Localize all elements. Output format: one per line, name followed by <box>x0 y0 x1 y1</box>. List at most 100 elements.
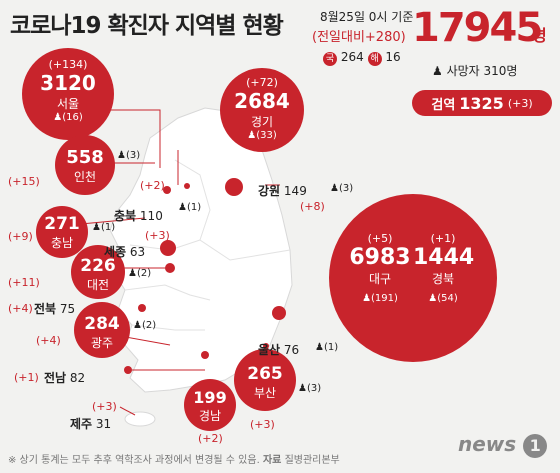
daegu-deaths: (191) <box>371 293 398 304</box>
overseas-value: 16 <box>385 50 401 64</box>
gyeonggi-name: 경기 <box>250 115 274 129</box>
domestic-overseas: 국 264 해 16 <box>323 50 401 66</box>
incheon-count: 558 <box>66 147 104 168</box>
region-bubbles <box>22 48 497 431</box>
person-icon: ♟ <box>362 293 372 304</box>
gangwon-deaths: (3) <box>338 183 354 194</box>
ulsan-deaths-row: ♟(1) <box>315 342 338 353</box>
jeju-label: 제주 31 <box>70 415 111 432</box>
chungnam-deaths: (1) <box>100 222 116 233</box>
gwangju-bubble: 284 광주 <box>78 314 126 351</box>
gyeonggi-count: 2684 <box>234 89 290 113</box>
chungnam-bubble: 271 충남 <box>40 214 84 251</box>
person-icon: ♟ <box>298 383 307 394</box>
busan-count: 265 <box>247 364 283 384</box>
gyeonggi-bubble: (+72) 2684 경기 ♟(33) <box>225 76 299 141</box>
chungbuk-deaths-row: ♟(1) <box>178 202 201 213</box>
person-icon: ♟ <box>330 183 339 194</box>
jeonnam-name: 전남 <box>44 371 67 385</box>
incheon-name: 인천 <box>73 170 97 184</box>
gyeongbuk-change: (+1) <box>430 232 456 245</box>
jeonbuk-name: 전북 <box>34 302 57 316</box>
domestic-chip: 국 <box>323 52 337 66</box>
logo-text: news <box>458 432 517 456</box>
daejeon-bubble: 226 대전 <box>74 256 122 293</box>
gwangju-change: (+4) <box>36 334 61 347</box>
quarantine-change: (+3) <box>507 96 533 110</box>
busan-change: (+3) <box>250 418 275 431</box>
gyeongbuk-bubble: (+1) 1444 경북 ♟(54) <box>413 232 475 304</box>
footer-source-label: 자료 <box>262 455 282 466</box>
jeonbuk-label: 전북 75 <box>34 300 75 317</box>
sejong-name: 세종 <box>104 245 127 259</box>
overseas-chip: 해 <box>367 52 382 66</box>
person-icon: ♟ <box>432 64 443 78</box>
seoul-deaths: (16) <box>62 112 83 123</box>
person-icon: ♟ <box>53 112 63 123</box>
gyeongnam-name: 경남 <box>198 409 222 423</box>
total-unit: 명 <box>532 26 547 45</box>
daily-change: (전일대비+280) <box>312 30 406 45</box>
ulsan-label: 울산 76 <box>258 341 299 358</box>
daejeon-deaths-row: ♟(2) <box>128 268 151 279</box>
gwangju-deaths: (2) <box>141 320 157 331</box>
person-icon: ♟ <box>133 320 142 331</box>
quarantine-value: 1325 <box>459 93 504 113</box>
ulsan-name: 울산 <box>258 343 281 357</box>
jeju-change: (+3) <box>92 400 117 413</box>
page-title: 코로나19 확진자 지역별 현황 <box>10 13 284 39</box>
jeonnam-label: 전남 82 <box>44 369 85 386</box>
sejong-label: 세종 63 <box>104 243 145 260</box>
region-dots <box>124 178 286 374</box>
busan-deaths: (3) <box>306 383 322 394</box>
chungbuk-change: (+2) <box>140 179 165 192</box>
gyeonggi-change: (+72) <box>246 76 278 89</box>
person-icon: ♟ <box>247 130 257 141</box>
person-icon: ♟ <box>428 293 438 304</box>
chungbuk-count: 110 <box>139 209 163 223</box>
daegu-bubble: (+5) 6983 대구 ♟(191) <box>345 232 415 304</box>
daegu-name: 대구 <box>368 272 392 286</box>
person-icon: ♟ <box>117 150 126 161</box>
person-icon: ♟ <box>315 342 324 353</box>
incheon-bubble: 558 인천 <box>60 147 110 185</box>
gyeongbuk-deaths: (54) <box>437 293 458 304</box>
gyeongbuk-count: 1444 <box>413 245 475 270</box>
daejeon-deaths: (2) <box>136 268 152 279</box>
jeju-island <box>124 411 156 427</box>
jeju-name: 제주 <box>70 417 93 431</box>
deaths-row: ♟ 사망자 310명 <box>432 62 517 79</box>
gangwon-change: (+8) <box>300 200 325 213</box>
person-icon: ♟ <box>92 222 101 233</box>
busan-bubble: 265 부산 <box>242 364 288 401</box>
logo-number: 1 <box>523 434 548 458</box>
person-icon: ♟ <box>128 268 137 279</box>
sejong-change: (+3) <box>145 229 170 242</box>
gyeongnam-count: 199 <box>193 388 227 407</box>
footer-note-text: ※ 상기 통계는 모두 추후 역학조사 과정에서 변경될 수 있음. <box>8 455 260 466</box>
gangwon-count: 149 <box>283 184 307 198</box>
ulsan-deaths: (1) <box>323 342 339 353</box>
jeonbuk-count: 75 <box>59 302 76 316</box>
gyeongnam-change: (+2) <box>198 432 223 445</box>
busan-deaths-row: ♟(3) <box>298 383 321 394</box>
date-label: 8월25일 0시 기준 <box>320 10 414 24</box>
gwangju-count: 284 <box>84 314 120 334</box>
gwangju-name: 광주 <box>90 336 114 350</box>
gyeongnam-bubble: 199 경남 <box>188 388 232 424</box>
daejeon-count: 226 <box>80 256 116 276</box>
domestic-value: 264 <box>340 50 364 64</box>
incheon-deaths-row: ♟(3) <box>117 150 140 161</box>
gangwon-name: 강원 <box>258 184 281 198</box>
total-count: 17945 <box>412 5 543 51</box>
daegu-change: (+5) <box>367 232 393 245</box>
footer-note: ※ 상기 통계는 모두 추후 역학조사 과정에서 변경될 수 있음. 자료 질병… <box>8 451 340 466</box>
daejeon-change: (+11) <box>8 276 40 289</box>
gangwon-label: 강원 149 <box>258 182 307 199</box>
chungnam-count: 271 <box>44 214 80 234</box>
seoul-count: 3120 <box>40 71 96 95</box>
seoul-name: 서울 <box>56 97 80 111</box>
chungnam-change: (+9) <box>8 230 33 243</box>
daejeon-name: 대전 <box>86 278 110 292</box>
